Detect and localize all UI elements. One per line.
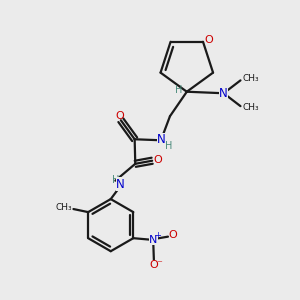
Text: +: + bbox=[154, 231, 161, 240]
Text: CH₃: CH₃ bbox=[55, 203, 72, 212]
Text: O: O bbox=[149, 260, 158, 270]
Text: N: N bbox=[149, 235, 158, 245]
Text: N: N bbox=[116, 178, 125, 190]
Text: N: N bbox=[219, 87, 228, 100]
Text: O: O bbox=[204, 35, 213, 45]
Text: H: H bbox=[112, 175, 119, 185]
Text: O: O bbox=[153, 154, 162, 164]
Text: CH₃: CH₃ bbox=[242, 74, 259, 83]
Text: O: O bbox=[168, 230, 177, 240]
Text: CH₃: CH₃ bbox=[242, 103, 259, 112]
Text: H: H bbox=[176, 85, 183, 95]
Text: O: O bbox=[115, 111, 124, 121]
Text: H: H bbox=[165, 141, 172, 151]
Text: N: N bbox=[157, 134, 166, 146]
Text: ⁻: ⁻ bbox=[157, 259, 162, 269]
